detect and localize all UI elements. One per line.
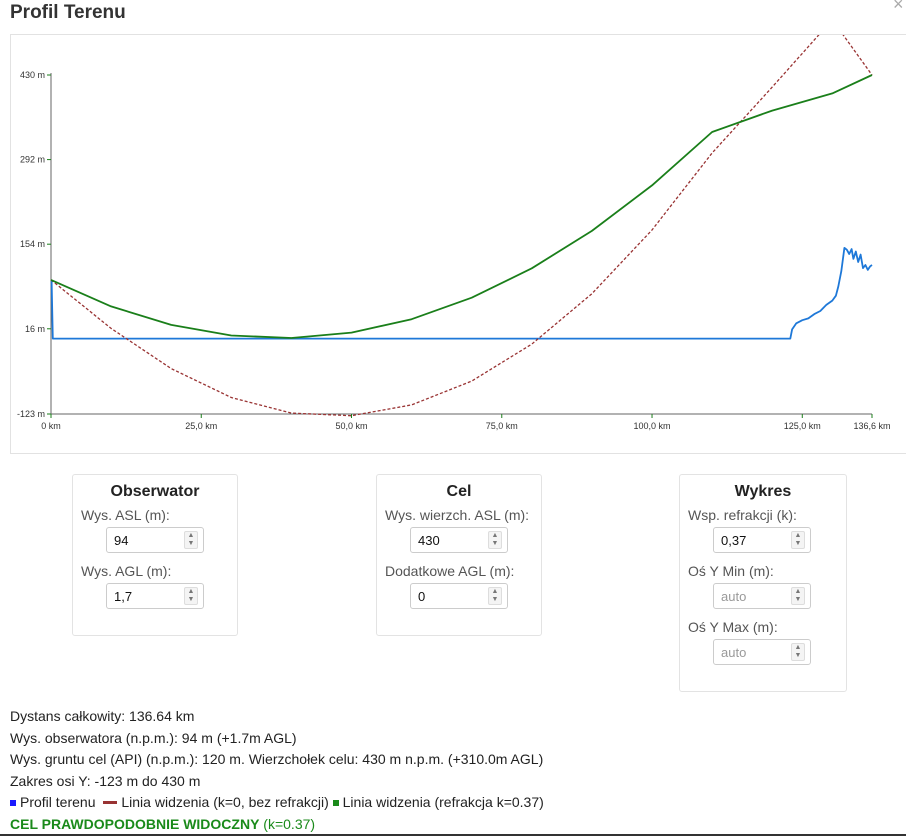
chart-settings-panel: Wykres Wsp. refrakcji (k): ▲▼ Oś Y Min (… xyxy=(679,474,847,692)
observer-panel-title: Obserwator xyxy=(110,483,200,500)
verdict-line: CEL PRAWDOPODOBNIE WIDOCZNY (k=0.37) xyxy=(10,814,544,836)
spinner-icon[interactable]: ▲ ▼ xyxy=(488,587,502,605)
ymax-field[interactable]: ▲▼ xyxy=(713,639,811,665)
target-extra-agl-field[interactable]: ▲▼ xyxy=(410,583,508,609)
dialog-title: Profil Terenu xyxy=(10,2,126,23)
bottom-border xyxy=(0,834,906,836)
ymax-input[interactable] xyxy=(714,641,791,663)
y-tick-label: 292 m xyxy=(20,155,45,165)
refraction-field[interactable]: ▲▼ xyxy=(713,527,811,553)
y-tick-label: 430 m xyxy=(20,70,45,80)
terrain-profile-chart: 430 m 292 m 154 m 16 m -123 m 0 km 25,0 km 50,0… xyxy=(10,34,906,454)
ymin-input[interactable] xyxy=(714,585,791,607)
observer-agl-field[interactable]: ▲▼ xyxy=(106,583,204,609)
legend-terrain: Profil terenu xyxy=(20,794,96,811)
target-panel: Cel Wys. wierzch. ASL (m): ▲▼ Dodatkowe … xyxy=(376,474,542,636)
refraction-input[interactable] xyxy=(714,529,791,551)
observer-asl-field[interactable]: ▲▼ xyxy=(106,527,204,553)
legend-los-norefr: Linia widzenia (k=0, bez refrakcji) xyxy=(121,794,329,811)
refraction-label: Wsp. refrakcji (k): xyxy=(688,507,797,523)
target-panel-title: Cel xyxy=(446,483,472,500)
ymin-label: Oś Y Min (m): xyxy=(688,563,774,579)
observer-panel: Obserwator Wys. ASL (m): ▲▼ Wys. AGL (m)… xyxy=(72,474,238,636)
visibility-verdict: CEL PRAWDOPODOBNIE WIDOCZNY xyxy=(10,815,260,832)
terrain-legend-icon xyxy=(10,800,16,807)
los-no-refraction-line xyxy=(50,35,873,417)
observer-agl-label: Wys. AGL (m): xyxy=(81,563,172,579)
spinner-icon[interactable]: ▲ ▼ xyxy=(488,531,502,549)
y-range-info: Zakres osi Y: -123 m do 430 m xyxy=(10,772,201,789)
target-extra-agl-input[interactable] xyxy=(411,585,488,607)
result-info: Dystans całkowity: 136.64 km Wys. obserw… xyxy=(10,706,544,836)
observer-agl-input[interactable] xyxy=(107,585,184,607)
target-extra-agl-label: Dodatkowe AGL (m): xyxy=(385,563,515,579)
verdict-suffix: (k=0.37) xyxy=(259,815,316,832)
terrain-profile-line xyxy=(50,247,873,340)
x-tick-label: 25,0 km xyxy=(185,421,217,431)
target-peak-label: Wys. wierzch. ASL (m): xyxy=(385,507,530,523)
spinner-icon[interactable]: ▲ ▼ xyxy=(791,587,805,605)
x-tick-label: 75,0 km xyxy=(486,421,518,431)
los-refraction-line xyxy=(50,74,873,339)
spinner-icon[interactable]: ▲ ▼ xyxy=(791,531,805,549)
spinner-icon[interactable]: ▲ ▼ xyxy=(791,643,805,661)
los-refr-legend-icon xyxy=(332,800,339,807)
legend-los-refr: Linia widzenia (refrakcja k=0.37) xyxy=(342,794,544,811)
legend: Profil terenu Linia widzenia (k=0, bez r… xyxy=(10,792,544,814)
y-tick-label: 16 m xyxy=(25,324,45,334)
x-tick-label: 125,0 km xyxy=(784,421,821,431)
total-distance: Dystans całkowity: 136.64 km xyxy=(10,708,195,724)
observer-asl-label: Wys. ASL (m): xyxy=(81,507,170,523)
ymin-field[interactable]: ▲▼ xyxy=(713,583,811,609)
x-tick-label: 136,6 km xyxy=(853,421,890,431)
target-ground-info: Wys. gruntu cel (API) (n.p.m.): 120 m. W… xyxy=(10,751,544,768)
target-peak-field[interactable]: ▲▼ xyxy=(410,527,508,553)
x-tick-label: 50,0 km xyxy=(336,421,368,431)
x-tick-label: 0 km xyxy=(41,421,61,431)
y-tick-label: -123 m xyxy=(17,409,45,419)
chart-svg: 430 m 292 m 154 m 16 m -123 m 0 km 25,0 km 50,0… xyxy=(17,35,891,431)
los-norefr-legend-icon xyxy=(103,801,118,805)
spinner-icon[interactable]: ▲ ▼ xyxy=(184,587,198,605)
observer-height-info: Wys. obserwatora (n.p.m.): 94 m (+1.7m A… xyxy=(10,729,297,746)
x-tick-label: 100,0 km xyxy=(634,421,671,431)
ymax-label: Oś Y Max (m): xyxy=(688,619,778,635)
spinner-icon[interactable]: ▲ ▼ xyxy=(184,531,198,549)
target-peak-input[interactable] xyxy=(411,529,488,551)
close-icon[interactable]: × xyxy=(893,0,904,14)
y-tick-label: 154 m xyxy=(20,239,45,249)
observer-asl-input[interactable] xyxy=(107,529,184,551)
chart-panel-title: Wykres xyxy=(734,483,792,500)
